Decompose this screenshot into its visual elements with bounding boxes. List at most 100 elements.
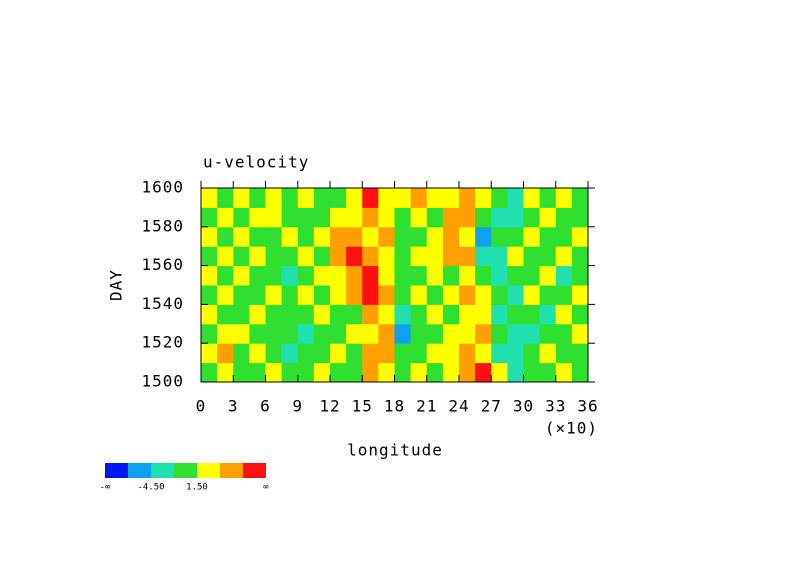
heat-cell xyxy=(491,188,508,208)
heat-cell xyxy=(346,323,363,344)
heat-cell xyxy=(330,343,347,364)
heat-cell xyxy=(281,285,299,305)
heat-cell xyxy=(523,304,541,325)
heat-cell xyxy=(394,362,412,383)
heat-cell xyxy=(217,285,234,305)
heat-cell xyxy=(539,265,557,286)
heat-cell xyxy=(459,362,476,383)
heat-cell xyxy=(362,188,379,208)
heat-cell xyxy=(571,285,589,305)
heat-cell xyxy=(442,362,460,383)
heat-cell xyxy=(539,323,557,344)
heat-cell xyxy=(507,265,524,286)
heat-cell xyxy=(410,362,428,383)
x-tick-label: 18 xyxy=(384,397,405,416)
chart-title: u-velocity xyxy=(203,153,309,172)
x-tick-label: 33 xyxy=(545,397,566,416)
heat-cell xyxy=(491,226,508,247)
heat-cell xyxy=(362,226,379,247)
heat-cell xyxy=(281,343,299,364)
colorbar-swatch xyxy=(105,463,128,478)
heat-cell xyxy=(394,285,412,305)
colorbar-swatch xyxy=(197,463,220,478)
heat-cell xyxy=(507,226,524,247)
x-tick-label: 24 xyxy=(448,397,469,416)
heat-cell xyxy=(330,246,347,267)
heat-cell xyxy=(362,246,379,267)
heat-cell xyxy=(475,285,492,305)
heat-cell xyxy=(442,188,460,208)
heat-cell xyxy=(394,226,412,247)
heat-cell xyxy=(233,285,250,305)
heat-cell xyxy=(265,304,283,325)
heat-cell xyxy=(571,304,589,325)
heat-cell xyxy=(201,323,218,344)
heat-cell xyxy=(233,362,250,383)
heat-cell xyxy=(571,362,589,383)
heat-cell xyxy=(249,226,266,247)
y-tick-label: 1580 xyxy=(141,216,184,235)
heat-cell xyxy=(362,323,379,344)
heat-cell xyxy=(571,246,589,267)
colorbar-tick-label: -4.50 xyxy=(137,483,164,493)
heat-cell xyxy=(459,246,476,267)
heat-cell xyxy=(217,323,234,344)
heat-cell xyxy=(217,246,234,267)
heat-cell xyxy=(249,207,266,228)
heat-cell xyxy=(539,226,557,247)
heat-cell xyxy=(362,207,379,228)
heat-cell xyxy=(571,226,589,247)
heat-cell xyxy=(346,207,363,228)
heat-cell xyxy=(555,207,573,228)
heat-cell xyxy=(313,285,331,305)
heat-cell xyxy=(459,265,476,286)
heat-cell xyxy=(378,207,395,228)
x-tick-label: 36 xyxy=(577,397,598,416)
heat-cell xyxy=(378,323,395,344)
heat-cell xyxy=(249,304,266,325)
heat-cell xyxy=(555,343,573,364)
heat-cell xyxy=(507,362,524,383)
heat-cell xyxy=(362,285,379,305)
heat-cell xyxy=(571,265,589,286)
heat-cell xyxy=(555,265,573,286)
heat-cell xyxy=(297,285,315,305)
heat-cell xyxy=(475,246,492,267)
heat-cell xyxy=(362,362,379,383)
y-axis-label: DAY xyxy=(107,269,126,301)
heat-cell xyxy=(233,265,250,286)
heat-cell xyxy=(217,343,234,364)
heat-cell xyxy=(459,323,476,344)
heat-cell xyxy=(459,343,476,364)
heat-cell xyxy=(459,226,476,247)
heat-cell xyxy=(330,362,347,383)
heat-cell xyxy=(571,343,589,364)
x-tick-label: 30 xyxy=(513,397,534,416)
heat-cell xyxy=(378,188,395,208)
heat-cell xyxy=(394,304,412,325)
colorbar-swatch xyxy=(243,463,266,478)
heat-cell xyxy=(346,226,363,247)
heat-cell xyxy=(571,207,589,228)
heat-cell xyxy=(410,343,428,364)
heat-cell xyxy=(330,304,347,325)
heat-cell xyxy=(491,285,508,305)
heat-cell xyxy=(378,246,395,267)
heat-cell xyxy=(265,343,283,364)
heat-cell xyxy=(555,188,573,208)
heat-cell xyxy=(265,207,283,228)
heat-cell xyxy=(201,304,218,325)
heat-cell xyxy=(475,188,492,208)
heat-cell xyxy=(233,188,250,208)
y-tick-label: 1560 xyxy=(141,255,184,274)
heat-cell xyxy=(523,207,541,228)
y-tick-label: 1600 xyxy=(141,178,184,197)
heat-cell xyxy=(281,362,299,383)
heat-cell xyxy=(394,323,412,344)
heat-cell xyxy=(281,226,299,247)
heat-cell xyxy=(394,207,412,228)
heat-cell xyxy=(523,323,541,344)
heat-cell xyxy=(394,343,412,364)
heat-cell xyxy=(523,362,541,383)
